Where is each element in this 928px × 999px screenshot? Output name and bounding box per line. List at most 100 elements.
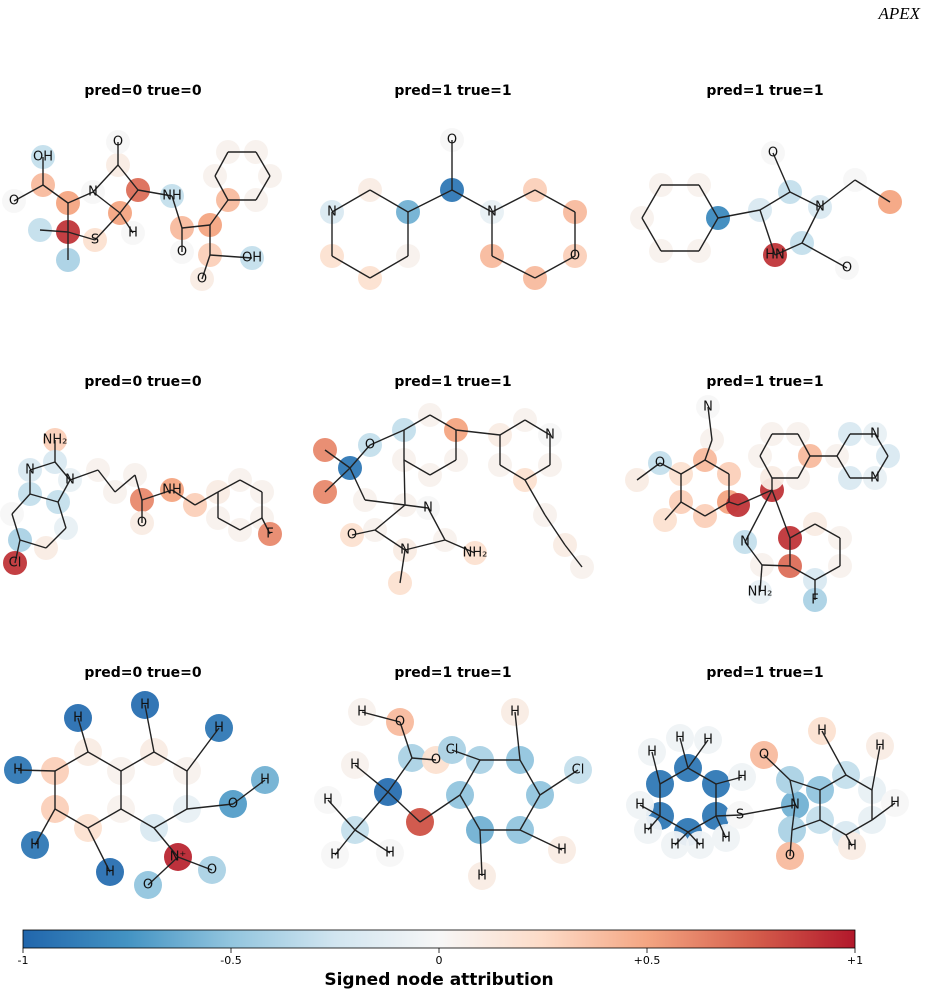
atom-label: H <box>477 869 487 884</box>
atom-label: O <box>842 261 852 276</box>
bond <box>177 856 213 871</box>
panel-title: pred=1 true=1 <box>394 374 511 390</box>
bond <box>97 469 116 493</box>
bond <box>87 808 122 829</box>
bond <box>789 779 821 791</box>
bond <box>120 751 155 772</box>
bond <box>717 209 761 219</box>
atom-label: N <box>740 535 750 550</box>
bond <box>715 776 743 785</box>
colorbar-tick-label: +1 <box>847 954 863 967</box>
bond <box>324 467 351 493</box>
bond <box>54 808 89 829</box>
bond <box>659 767 689 785</box>
bond <box>814 565 841 581</box>
bond <box>144 704 155 753</box>
bond <box>209 199 229 226</box>
bond <box>54 751 89 772</box>
bond <box>134 474 143 501</box>
bond <box>369 429 405 446</box>
bond <box>698 217 719 252</box>
atom-label: H <box>847 839 857 854</box>
atom-label: O <box>9 194 19 209</box>
atom-label: O <box>347 528 357 543</box>
atom-label: Cl <box>572 763 585 778</box>
bond <box>374 504 406 531</box>
atom-label: HN <box>765 248 785 263</box>
bond <box>361 711 401 723</box>
bond <box>87 751 122 772</box>
atom-label: S <box>736 808 744 823</box>
bond <box>214 175 229 201</box>
colorbar-tick-label: -0.5 <box>220 954 241 967</box>
bond <box>789 779 796 806</box>
bond <box>403 414 431 431</box>
bond <box>153 808 188 829</box>
bond <box>704 439 713 461</box>
atom-label: N <box>487 205 497 220</box>
atom-label: F <box>266 527 273 542</box>
bond <box>186 727 220 772</box>
bond <box>791 819 821 831</box>
atom-label: O <box>365 438 375 453</box>
atom-label: H <box>635 798 645 813</box>
bond <box>209 254 253 259</box>
bond <box>544 514 566 546</box>
bond <box>524 419 551 436</box>
bond <box>491 255 536 279</box>
bond <box>801 206 821 244</box>
bond <box>19 539 47 549</box>
atom-label: H <box>890 796 900 811</box>
atom-label: N <box>25 463 35 478</box>
bond <box>845 774 873 791</box>
bond <box>137 189 173 197</box>
bond <box>491 189 536 213</box>
atom-label: NH₂ <box>463 546 488 561</box>
bond <box>772 152 791 193</box>
atom-label: H <box>703 733 713 748</box>
bond <box>54 461 71 481</box>
bond <box>641 217 662 252</box>
atom-label: OH <box>242 251 262 266</box>
bond <box>797 433 811 457</box>
colorbar-tick-label: -1 <box>18 954 29 967</box>
bond <box>739 804 796 816</box>
bond <box>92 191 121 214</box>
colorbar-tick-label: +0.5 <box>634 954 661 967</box>
bond <box>674 831 689 846</box>
bond <box>744 489 773 543</box>
bond <box>232 779 266 805</box>
bond <box>239 517 263 531</box>
bond <box>519 794 541 831</box>
bond <box>715 815 727 839</box>
bond <box>819 774 847 791</box>
bond <box>854 179 891 203</box>
colorbar-tick-label: 0 <box>436 954 443 967</box>
atom-label: N <box>870 471 880 486</box>
bond <box>698 184 719 219</box>
bond <box>845 819 873 836</box>
bond <box>57 501 67 529</box>
atom-label: H <box>721 831 731 846</box>
bond <box>687 767 717 785</box>
atom-label: O <box>785 849 795 864</box>
bond <box>119 212 134 234</box>
bond <box>17 769 56 772</box>
bond <box>789 829 793 857</box>
bond <box>814 523 841 539</box>
atom-label: H <box>260 773 270 788</box>
bond <box>647 815 661 831</box>
bond <box>715 814 741 817</box>
atom-label: S <box>91 233 99 248</box>
bond <box>821 730 847 776</box>
bond <box>171 195 183 229</box>
bond <box>399 721 413 759</box>
panel-title: pred=1 true=1 <box>394 665 511 681</box>
bond <box>261 517 271 535</box>
atom-label: H <box>510 705 520 720</box>
bond <box>349 467 366 501</box>
atom-label: H <box>350 758 360 773</box>
bond <box>141 489 173 501</box>
bond <box>744 541 763 566</box>
bond <box>789 523 816 539</box>
